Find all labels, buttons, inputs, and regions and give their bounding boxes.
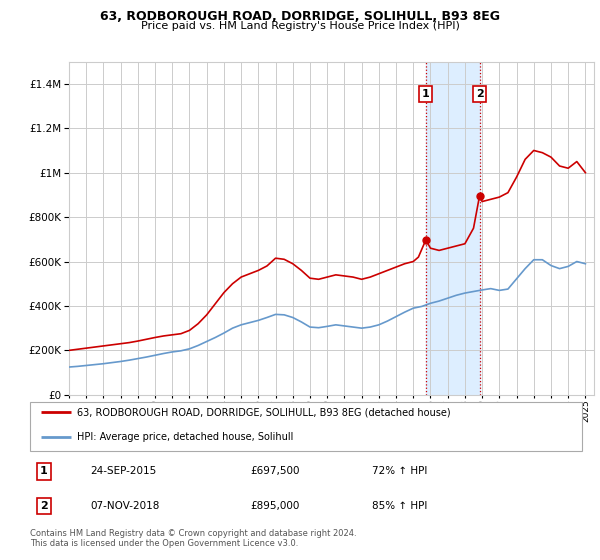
Text: This data is licensed under the Open Government Licence v3.0.: This data is licensed under the Open Gov… [30,539,298,548]
Text: 2: 2 [40,501,47,511]
Text: HPI: Average price, detached house, Solihull: HPI: Average price, detached house, Soli… [77,432,293,442]
Text: 72% ↑ HPI: 72% ↑ HPI [372,466,428,476]
Text: 07-NOV-2018: 07-NOV-2018 [91,501,160,511]
Bar [426,62,479,395]
Text: 24-SEP-2015: 24-SEP-2015 [91,466,157,476]
Text: £895,000: £895,000 [251,501,300,511]
Text: 1: 1 [422,89,430,99]
Text: Contains HM Land Registry data © Crown copyright and database right 2024.: Contains HM Land Registry data © Crown c… [30,529,356,538]
FancyBboxPatch shape [30,402,582,451]
Text: 63, RODBOROUGH ROAD, DORRIDGE, SOLIHULL, B93 8EG (detached house): 63, RODBOROUGH ROAD, DORRIDGE, SOLIHULL,… [77,407,451,417]
Text: 1: 1 [40,466,47,476]
Text: Price paid vs. HM Land Registry's House Price Index (HPI): Price paid vs. HM Land Registry's House … [140,21,460,31]
Text: £697,500: £697,500 [251,466,301,476]
Text: 85% ↑ HPI: 85% ↑ HPI [372,501,428,511]
Text: 2: 2 [476,89,484,99]
Text: 63, RODBOROUGH ROAD, DORRIDGE, SOLIHULL, B93 8EG: 63, RODBOROUGH ROAD, DORRIDGE, SOLIHULL,… [100,10,500,23]
